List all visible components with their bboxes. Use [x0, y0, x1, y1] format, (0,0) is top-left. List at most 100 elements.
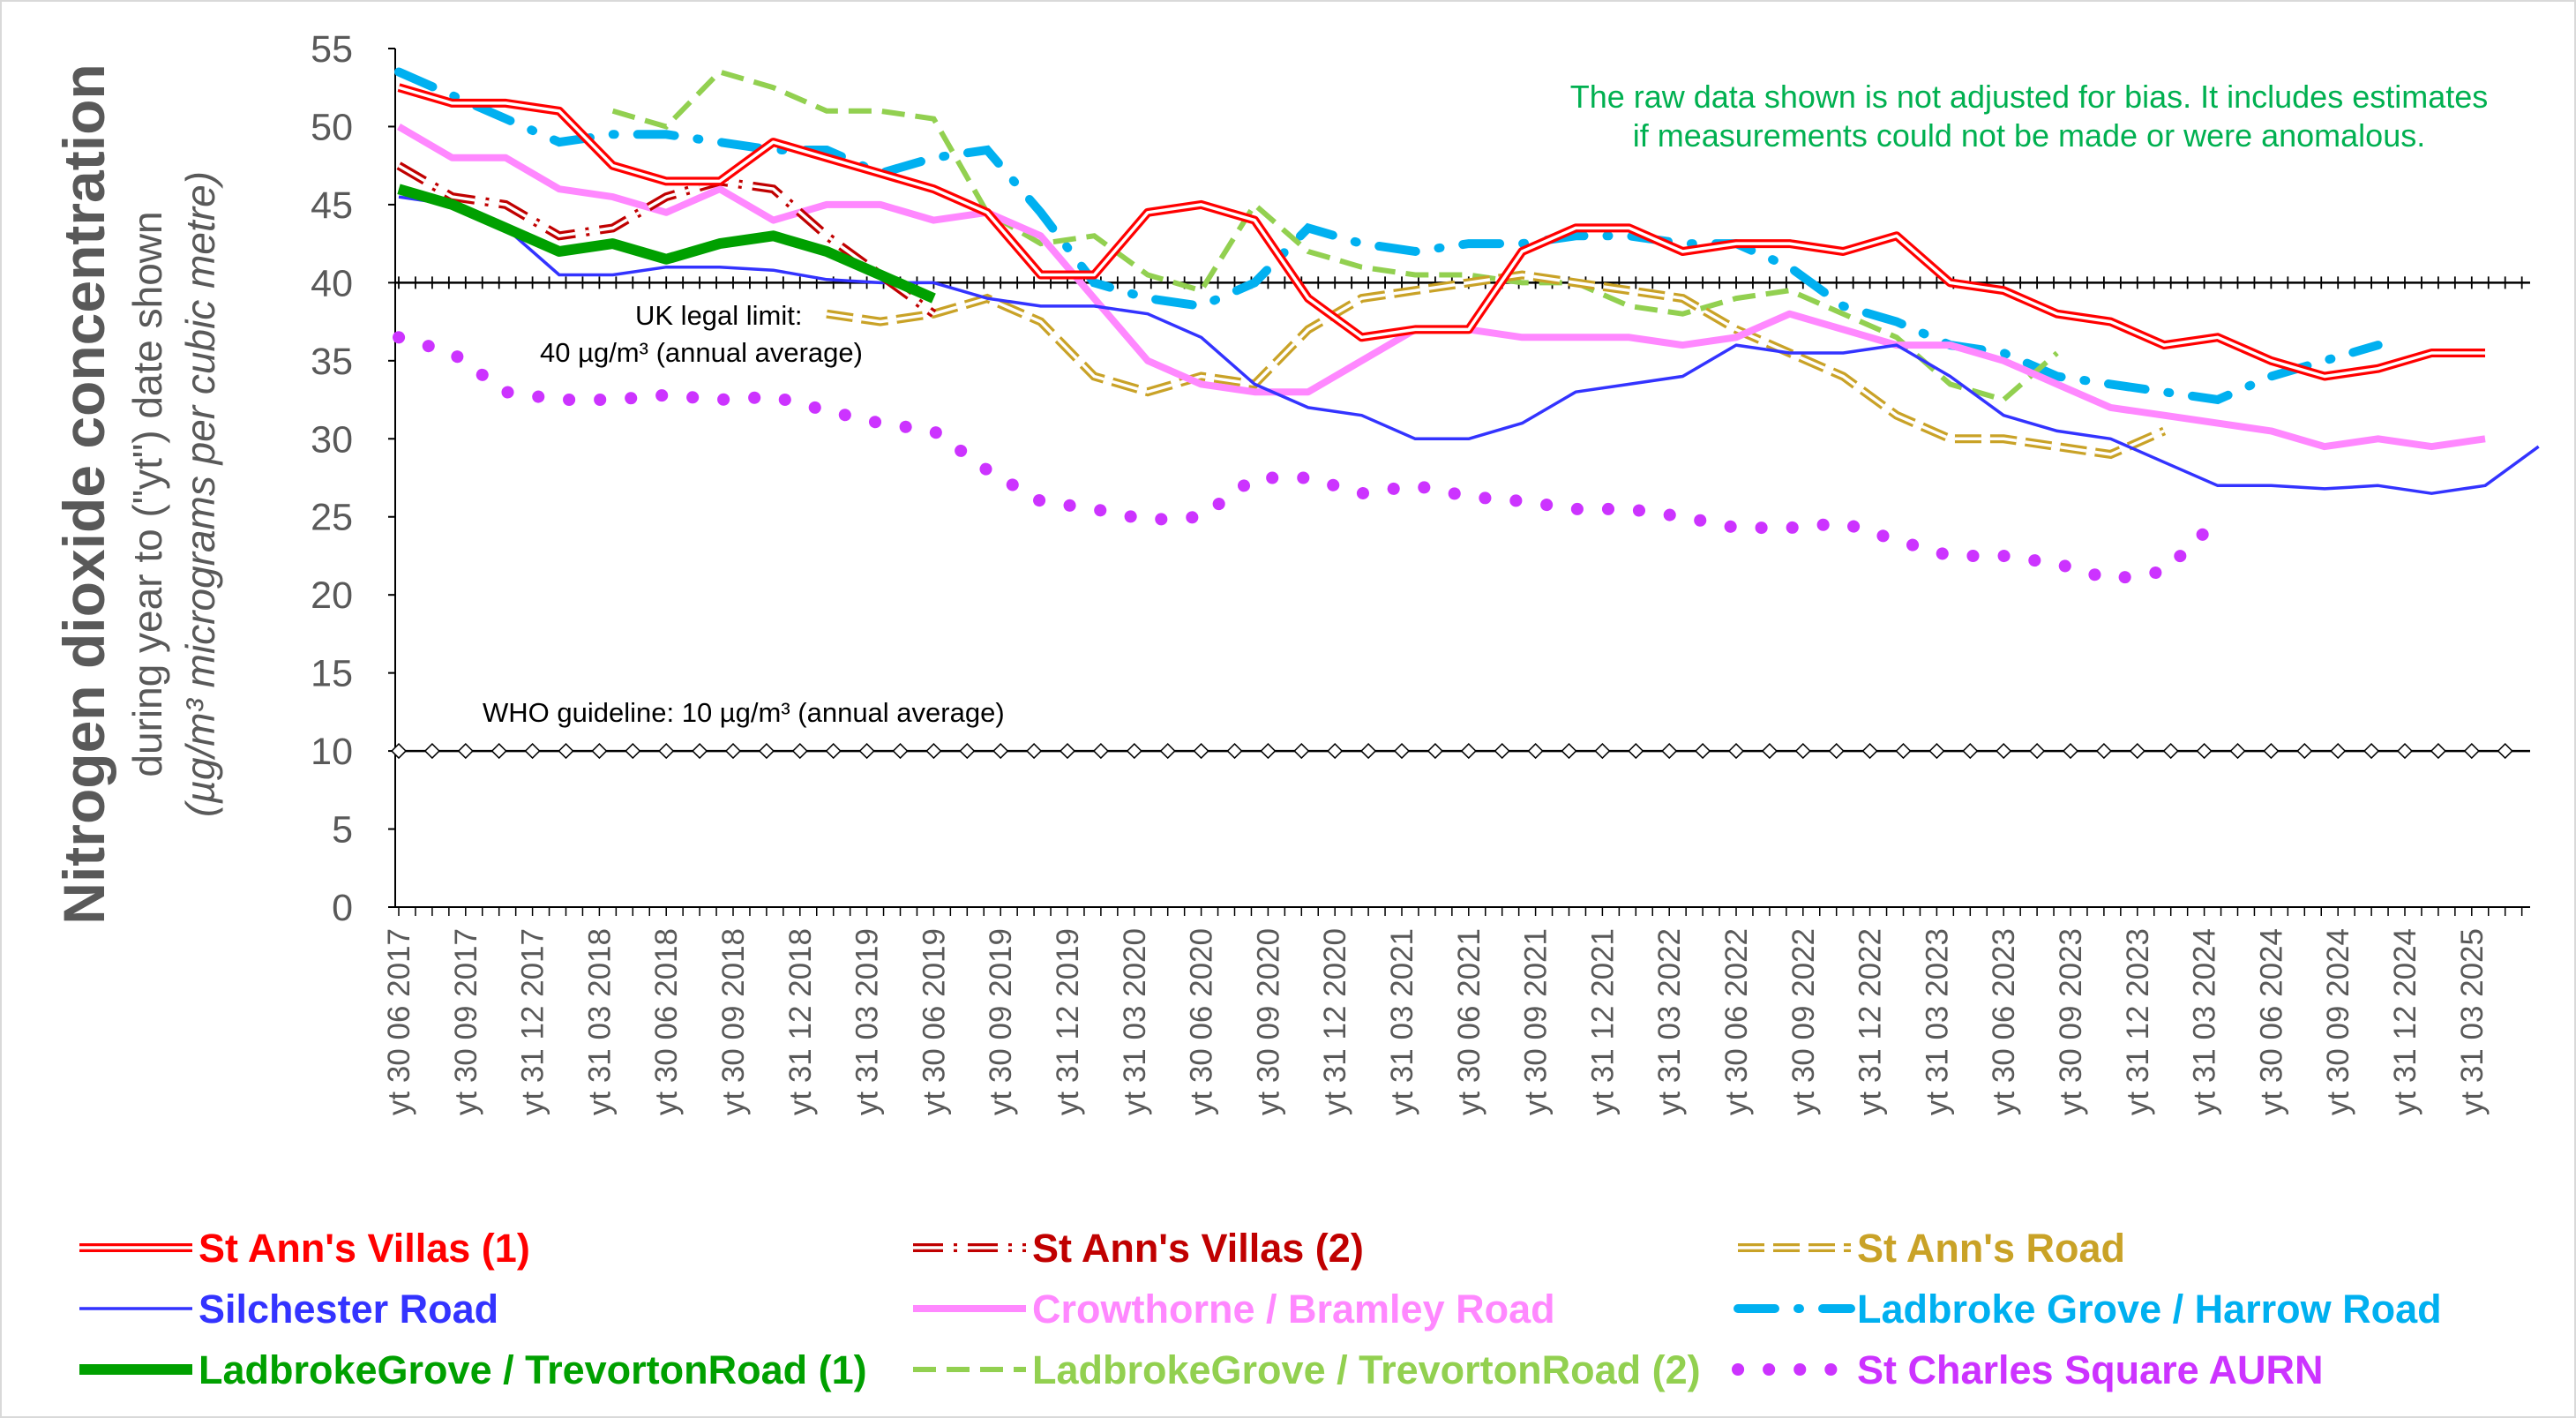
series-2 [826, 270, 2167, 460]
guideline-marker [1393, 743, 1411, 760]
x-tick-label: yt 31 12 2023 [2121, 928, 2155, 1115]
legend-item: Ladbroke Grove / Harrow Road [1734, 1287, 2442, 1332]
guideline-marker [692, 743, 708, 760]
series-8 [393, 331, 2224, 586]
guideline-marker [1727, 743, 1745, 760]
legend-label: St Ann's Road [1857, 1226, 2125, 1271]
legend-label: St Ann's Villas (1) [198, 1226, 530, 1271]
guideline-marker [925, 743, 942, 760]
legend-item: St Charles Square AURN [1732, 1347, 2323, 1392]
x-tick-label: yt 31 12 2024 [2388, 928, 2422, 1115]
bias-note-line1: The raw data shown is not adjusted for b… [1570, 79, 2489, 115]
guideline-marker [2463, 743, 2480, 760]
x-tick-label: yt 30 09 2022 [1786, 928, 1821, 1115]
x-tick-label: yt 30 06 2022 [1719, 928, 1754, 1115]
y-axis-title-sub: during year to ("yt") date shown [124, 211, 170, 777]
guideline-marker [2497, 743, 2513, 760]
series-lines [393, 67, 2540, 586]
guideline-marker [1260, 743, 1277, 760]
guideline-marker [1193, 743, 1209, 760]
series-line-inner [398, 86, 2485, 379]
guideline-marker [2363, 743, 2380, 760]
guideline-marker [758, 743, 775, 760]
guideline-marker [825, 743, 842, 760]
guideline-marker [524, 743, 541, 760]
guideline-marker [1059, 743, 1076, 760]
guideline-marker [1427, 743, 1443, 760]
series-line-inner [826, 273, 2165, 456]
y-tick-label: 50 [311, 106, 353, 148]
legend-label: LadbrokeGrove / TrevortonRoad (2) [1032, 1347, 1701, 1392]
y-tick-label: 20 [311, 574, 353, 617]
y-tick-label: 55 [311, 28, 353, 71]
y-tick-label: 40 [311, 262, 353, 304]
x-tick-label: yt 31 03 2020 [1118, 928, 1152, 1115]
x-tick-label: yt 31 03 2019 [850, 928, 885, 1115]
x-tick-label: yt 30 06 2023 [1987, 928, 2021, 1115]
guideline-marker [858, 743, 875, 760]
guideline-marker [892, 743, 909, 760]
guideline-marker [2330, 743, 2347, 760]
guideline-marker [1226, 743, 1243, 760]
guideline-marker [992, 743, 1009, 760]
x-tick-label: yt 31 12 2020 [1318, 928, 1352, 1115]
guideline-marker [2129, 743, 2145, 760]
guideline-marker [658, 743, 675, 760]
legend-label: Ladbroke Grove / Harrow Road [1857, 1287, 2442, 1332]
series-5 [394, 67, 2383, 405]
series-6 [397, 184, 936, 304]
y-axis-title: Nitrogen dioxide concentration [51, 64, 116, 924]
series-line [611, 69, 2059, 403]
y-tick-label: 25 [311, 497, 353, 539]
legend-item: LadbrokeGrove / TrevortonRoad (1) [79, 1347, 867, 1392]
y-tick-label: 0 [332, 887, 353, 929]
guideline-marker [423, 743, 440, 760]
series-7 [611, 69, 2059, 403]
x-tick-label: yt 31 12 2021 [1585, 928, 1620, 1115]
series-3 [398, 195, 2540, 495]
y-tick-label: 45 [311, 184, 353, 227]
x-axis-ticks: yt 30 06 2017 yt 30 09 2017 yt 31 12 2017 y… [382, 907, 2523, 1115]
series-line-inner [398, 164, 935, 316]
x-tick-label: yt 31 03 2021 [1385, 928, 1419, 1115]
guideline-marker [2396, 743, 2414, 760]
guideline-marker [1761, 743, 1778, 760]
guideline-marker [959, 743, 976, 760]
series-line [394, 67, 2383, 405]
guideline-marker [1794, 743, 1811, 760]
guideline-marker [1928, 743, 1945, 760]
series-line [397, 184, 936, 304]
series-0 [397, 83, 2485, 381]
x-tick-label: yt 31 03 2025 [2455, 928, 2490, 1115]
y-tick-label: 30 [311, 418, 353, 461]
x-tick-label: yt 31 03 2022 [1652, 928, 1687, 1115]
guideline-marker [490, 743, 507, 760]
guideline-marker [1561, 743, 1577, 760]
reference-lines [390, 276, 2530, 760]
guideline-marker [1996, 743, 2012, 760]
y-tick-label: 35 [311, 341, 353, 383]
legend-item: Crowthorne / Bramley Road [913, 1287, 1555, 1332]
y-axis-ticks: 0 5 10 15 20 25 30 35 40 45 50 55 [311, 28, 395, 929]
guideline-marker [1861, 743, 1878, 760]
uk-limit-label-line2: 40 µg/m³ (annual average) [540, 337, 863, 368]
x-tick-label: yt 30 09 2018 [716, 928, 751, 1115]
bias-note-line2: if measurements could not be made or wer… [1633, 117, 2425, 154]
legend-label: Silchester Road [198, 1287, 498, 1332]
x-tick-label: yt 30 06 2020 [1185, 928, 1219, 1115]
guideline-marker [2229, 743, 2246, 760]
legend-item: LadbrokeGrove / TrevortonRoad (2) [913, 1347, 1701, 1392]
guideline-marker [1460, 743, 1477, 760]
series-line [393, 331, 2224, 586]
guideline-marker [2263, 743, 2280, 760]
uk-limit-label-line1: UK legal limit: [635, 300, 803, 331]
x-tick-label: yt 30 09 2021 [1519, 928, 1554, 1115]
series-1 [396, 161, 937, 318]
guideline-marker [1126, 743, 1142, 760]
x-tick-label: yt 31 03 2024 [2188, 928, 2222, 1115]
guideline-marker [724, 743, 742, 760]
legend-item: Silchester Road [79, 1287, 498, 1332]
